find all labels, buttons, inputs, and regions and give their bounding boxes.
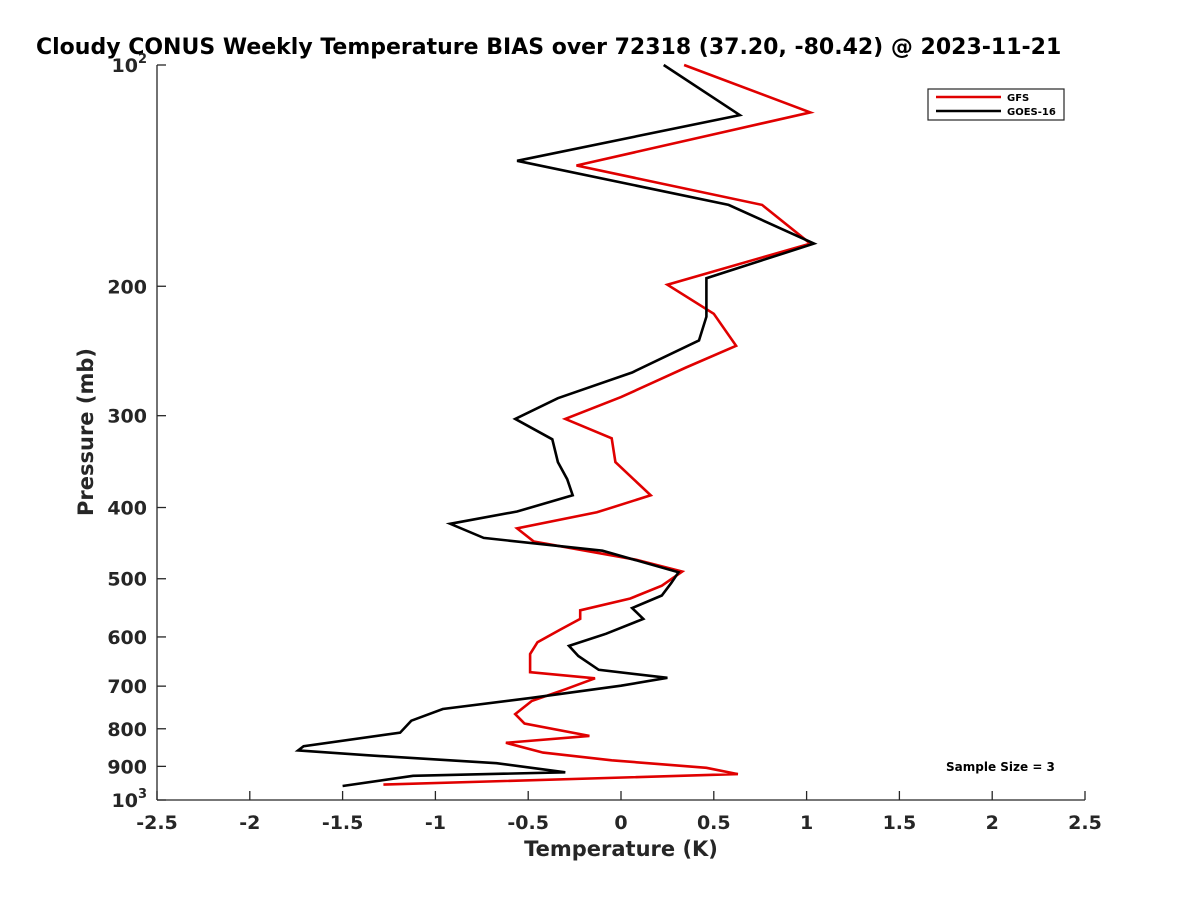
y-tick-label: 300 <box>107 406 147 428</box>
x-tick-label: -1 <box>425 812 446 834</box>
series-line-goes-16 <box>294 63 818 788</box>
y-tick-label: 800 <box>107 719 147 741</box>
x-tick-label: -2.5 <box>136 812 178 834</box>
y-tick-label: 900 <box>107 756 147 778</box>
series-line-gfs <box>383 63 815 786</box>
legend-label-gfs: GFS <box>1007 93 1029 104</box>
x-tick-label: 0 <box>614 812 627 834</box>
y-tick-label: 103 <box>112 787 148 812</box>
x-tick-label: 2 <box>986 812 999 834</box>
y-tick-label: 400 <box>107 498 147 520</box>
x-axis-label: Temperature (K) <box>524 837 718 861</box>
x-tick-label: 1.5 <box>883 812 917 834</box>
x-tick-label: -0.5 <box>507 812 549 834</box>
sample-size-annotation: Sample Size = 3 <box>946 760 1055 774</box>
y-tick-label: 500 <box>107 569 147 591</box>
y-tick-label: 600 <box>107 627 147 649</box>
legend: GFS GOES-16 <box>927 88 1065 121</box>
y-axis-label: Pressure (mb) <box>74 348 98 516</box>
x-tick-label: 1 <box>800 812 813 834</box>
x-tick-label: -1.5 <box>322 812 364 834</box>
x-tick-label: -2 <box>239 812 260 834</box>
chart-title: Cloudy CONUS Weekly Temperature BIAS ove… <box>36 35 1061 60</box>
y-tick-exponent: 3 <box>138 787 147 802</box>
x-ticks: -2.5 -2 -1.5 -1 -0.5 0 0.5 1 1.5 2 2.5 <box>136 791 1102 834</box>
series-layer <box>294 63 818 788</box>
y-tick-exponent: 2 <box>138 52 147 67</box>
y-tick-label: 700 <box>107 676 147 698</box>
y-tick-base: 10 <box>112 790 138 812</box>
legend-box <box>927 88 1065 121</box>
y-tick-label: 200 <box>107 276 147 298</box>
x-tick-label: 2.5 <box>1068 812 1102 834</box>
x-tick-label: 0.5 <box>697 812 731 834</box>
legend-label-goes-16: GOES-16 <box>1007 107 1056 118</box>
y-tick-label: 102 <box>112 52 148 77</box>
y-tick-base: 10 <box>112 55 138 77</box>
